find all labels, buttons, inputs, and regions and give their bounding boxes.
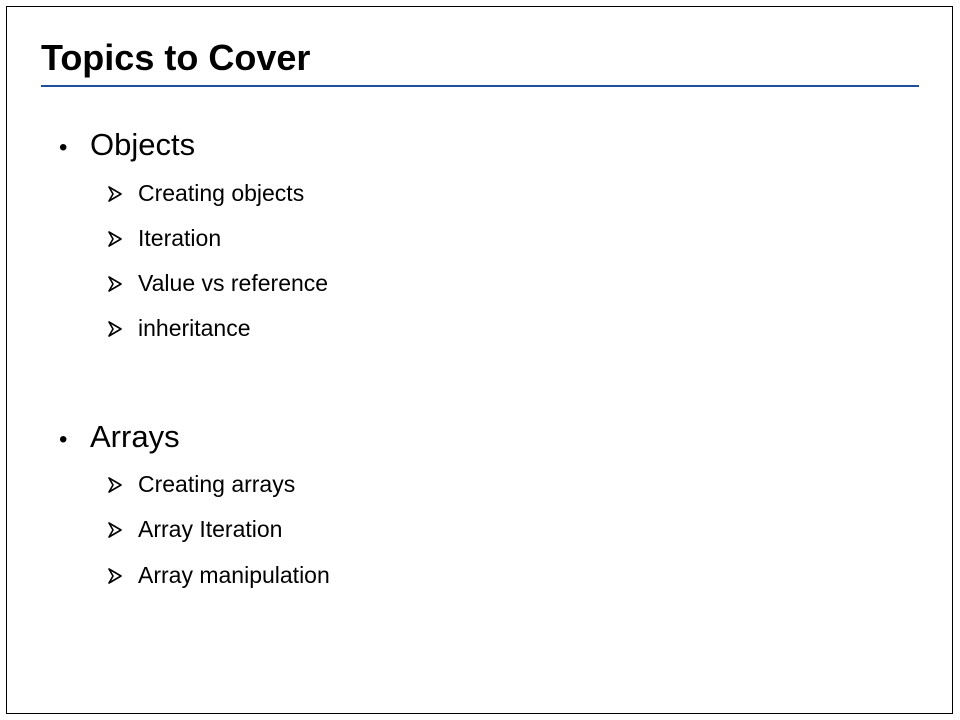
slide-title: Topics to Cover <box>41 37 311 78</box>
sub-item-label: Array Iteration <box>138 516 283 542</box>
arrow-right-icon <box>107 184 138 204</box>
sub-item-label: Array manipulation <box>138 562 330 588</box>
arrow-right-icon <box>107 520 138 540</box>
topic-heading: Objects <box>90 127 196 162</box>
sub-item-creating-objects: Creating objects <box>107 182 304 205</box>
sub-item-label: Iteration <box>138 225 222 251</box>
sub-item-label: inheritance <box>138 315 251 341</box>
bullet-dot-icon: • <box>59 426 68 453</box>
sub-item-label: Creating arrays <box>138 471 296 497</box>
sub-item-label: Creating objects <box>138 180 305 206</box>
arrow-right-icon <box>107 475 138 495</box>
sub-item-array-iteration: Array Iteration <box>107 518 282 541</box>
arrow-right-icon <box>107 229 138 249</box>
topic-arrays: • Arrays <box>59 421 180 452</box>
slide-frame: Topics to Cover • Objects Creating objec… <box>6 6 953 714</box>
topic-objects: • Objects <box>59 129 195 160</box>
sub-item-array-manipulation: Array manipulation <box>107 564 330 587</box>
arrow-right-icon <box>107 319 138 339</box>
topic-heading: Arrays <box>90 419 180 454</box>
slide-content: • Objects Creating objects Iteration Val… <box>7 7 952 713</box>
arrow-right-icon <box>107 566 138 586</box>
sub-item-label: Value vs reference <box>138 270 329 296</box>
sub-item-creating-arrays: Creating arrays <box>107 473 295 496</box>
sub-item-value-vs-reference: Value vs reference <box>107 272 328 295</box>
title-underline <box>41 85 919 87</box>
bullet-dot-icon: • <box>59 134 68 161</box>
sub-item-inheritance: inheritance <box>107 317 251 340</box>
arrow-right-icon <box>107 274 138 294</box>
sub-item-iteration: Iteration <box>107 227 221 250</box>
